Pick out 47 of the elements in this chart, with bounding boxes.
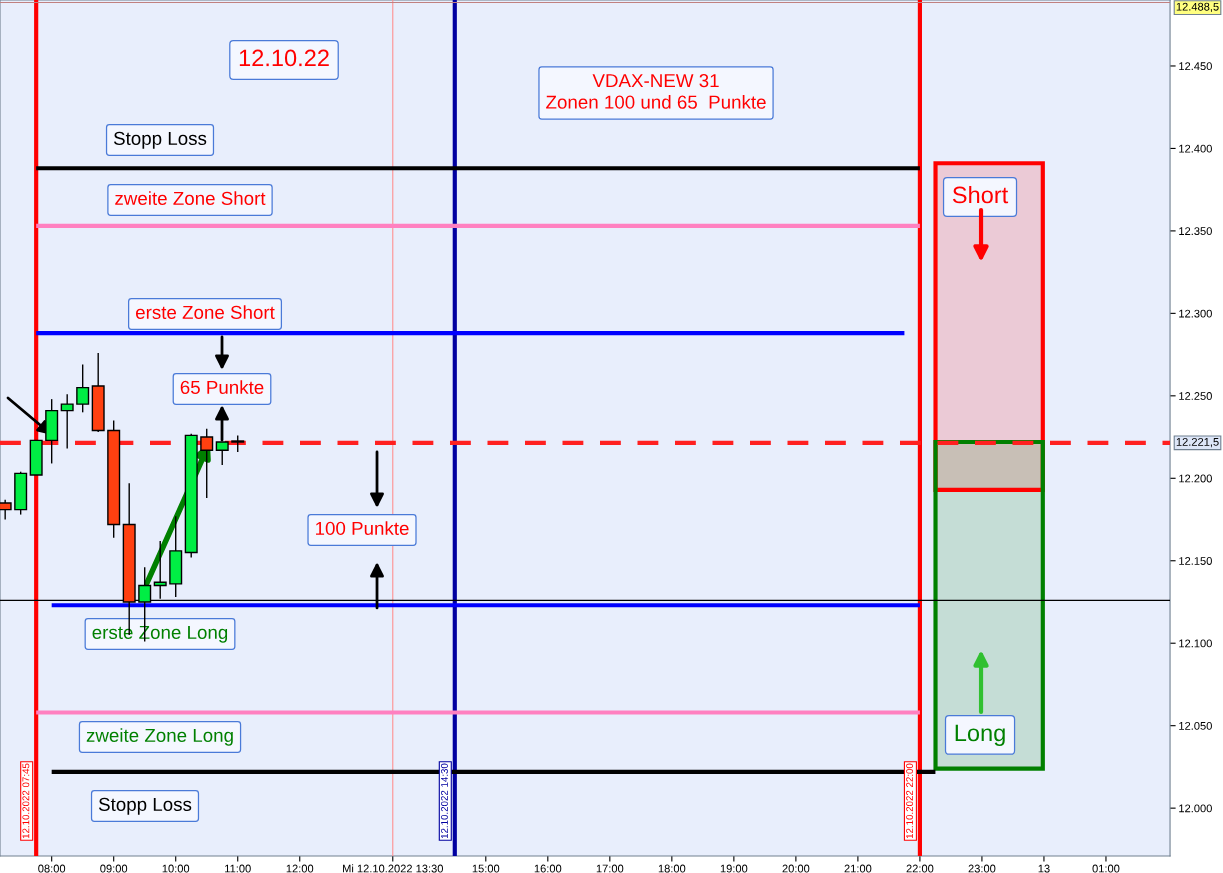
y-tick-label: 12.250 xyxy=(1179,392,1212,400)
x-tick-label: 13 xyxy=(1038,864,1050,873)
ref-line-label: 12.10.2022 14:30 xyxy=(441,763,448,839)
annotation: 100 Punkte xyxy=(316,521,409,536)
annotation: Stopp Loss xyxy=(113,131,207,149)
x-tick-label: 18:00 xyxy=(658,864,686,873)
annotation: zweite Zone Long xyxy=(86,728,233,746)
annotation: 65 Punkte xyxy=(180,380,264,395)
x-tick-label: 09:00 xyxy=(100,864,128,873)
candlestick xyxy=(60,393,74,450)
x-tick-label: 16:00 xyxy=(534,864,562,873)
ref-line-label: 12.10.2022 22:00 xyxy=(906,763,914,839)
x-tick-label: 01:00 xyxy=(1092,864,1120,873)
y-tick-label: 12.400 xyxy=(1179,144,1212,153)
y-tick-label: 12.300 xyxy=(1179,309,1212,318)
annotation: Long xyxy=(955,724,1005,746)
x-tick-label: 23:00 xyxy=(968,864,996,873)
annotation: zweite Zone Short xyxy=(115,191,266,206)
x-tick-label: 20:00 xyxy=(782,864,810,873)
annotation: VDAX-NEW 31 Zonen 100 und 65 Punkte xyxy=(546,73,766,109)
ref-line-label: 12.488,5 xyxy=(1176,2,1219,12)
y-tick-label: 12.350 xyxy=(1179,227,1212,236)
x-tick-label: 21:00 xyxy=(844,864,872,873)
ref-line-label: 12.221,5 xyxy=(1176,437,1219,448)
y-tick-label: 12.200 xyxy=(1179,474,1212,483)
x-tick-label: Mi 12.10.2022 13:30 xyxy=(343,864,443,873)
ref-line-label: 12.10.2022 07:45 xyxy=(22,763,30,839)
x-tick-label: 12:00 xyxy=(286,864,314,873)
annotation: erste Zone Short xyxy=(135,305,275,320)
x-tick-label: 11:00 xyxy=(225,864,251,873)
y-tick-label: 12.100 xyxy=(1179,639,1212,648)
annotation: 12.10.22 xyxy=(239,49,329,67)
x-tick-label: 10:00 xyxy=(162,864,190,873)
x-tick-label: 15:00 xyxy=(472,864,500,873)
y-tick-label: 12.000 xyxy=(1179,804,1212,813)
candlestick xyxy=(200,428,214,499)
x-tick-label: 17:00 xyxy=(596,864,624,873)
x-tick-label: 19:00 xyxy=(720,864,748,873)
x-tick-label: 08:00 xyxy=(38,864,66,873)
annotation: Short xyxy=(952,185,1009,204)
candlestick xyxy=(0,499,12,521)
candlestick xyxy=(76,363,90,414)
annotation: Stopp Loss xyxy=(98,797,192,815)
x-tick-label: 22:00 xyxy=(906,864,934,873)
y-tick-label: 12.150 xyxy=(1179,557,1212,565)
y-tick-label: 12.450 xyxy=(1179,62,1212,71)
y-tick-label: 12.050 xyxy=(1179,721,1212,730)
